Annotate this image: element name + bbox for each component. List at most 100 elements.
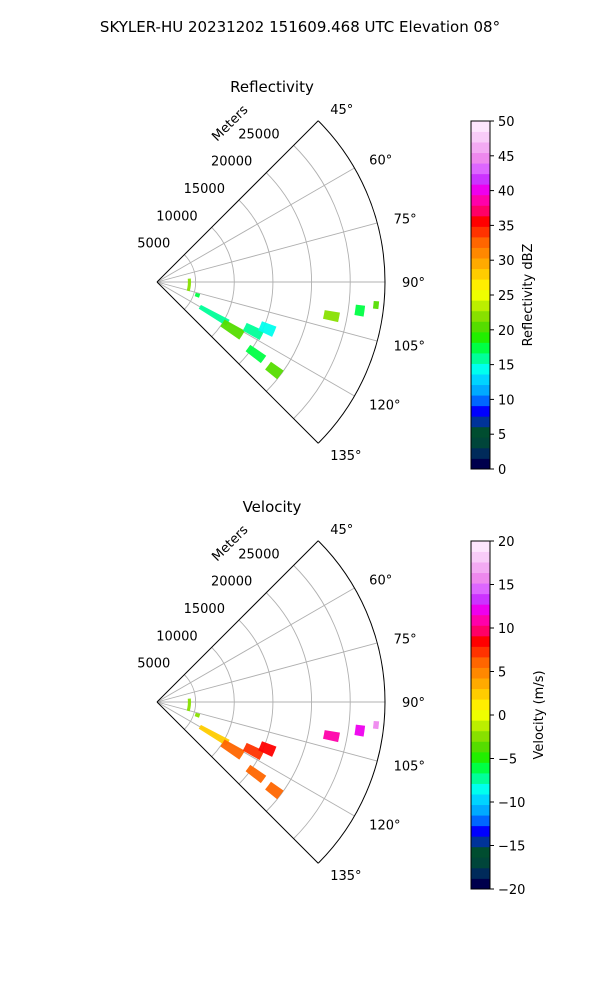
velocity-range-tick-label: 5000 — [137, 657, 170, 672]
velocity-colorbar-swatch — [471, 678, 490, 690]
reflectivity-colorbar-swatch — [471, 163, 490, 175]
velocity-colorbar-tick-label: −5 — [498, 753, 517, 768]
velocity-colorbar-swatch — [471, 825, 490, 837]
reflectivity-colorbar-swatch — [471, 437, 490, 449]
reflectivity-colorbar-swatch — [471, 384, 490, 396]
velocity-spine-end — [156, 701, 319, 864]
reflectivity-echo-cell — [323, 310, 340, 323]
reflectivity-colorbar-swatch — [471, 426, 490, 438]
reflectivity-echo-cell — [242, 322, 265, 341]
reflectivity-echo-cell — [258, 321, 277, 337]
velocity-range-tick-label: 10000 — [156, 629, 197, 644]
reflectivity-colorbar-swatch — [471, 374, 490, 386]
reflectivity-colorbar-tick-label: 20 — [498, 324, 515, 339]
velocity-range-tick-label: 25000 — [238, 547, 279, 562]
velocity-colorbar-swatch — [471, 815, 490, 827]
reflectivity-colorbar-label: Reflectivity dBZ — [521, 244, 536, 347]
velocity-colorbar-swatch — [471, 667, 490, 679]
velocity-colorbar-swatch — [471, 688, 490, 700]
reflectivity-colorbar-tick-label: 15 — [498, 359, 515, 374]
reflectivity-echo-cell — [265, 361, 284, 380]
velocity-colorbar-tick-label: 20 — [498, 535, 515, 550]
reflectivity-colorbar-swatch — [471, 142, 490, 154]
velocity-azimuth-gridline — [156, 587, 355, 703]
velocity-colorbar: −20 −15 −10 −5 0 5 10 15 20 — [470, 535, 525, 898]
velocity-panel: Velocity Velocity (m/s) 45° 60° 75° 90° 105°… — [137, 498, 547, 898]
reflectivity-colorbar-swatch — [471, 194, 490, 206]
reflectivity-colorbar-swatch — [471, 331, 490, 343]
reflectivity-colorbar-swatch — [471, 152, 490, 164]
velocity-colorbar-swatch — [471, 720, 490, 732]
velocity-colorbar-swatch — [471, 867, 490, 879]
reflectivity-echo-cell — [186, 278, 192, 292]
reflectivity-colorbar-swatch — [471, 405, 490, 417]
reflectivity-azimuth-tick-label: 60° — [369, 153, 392, 168]
reflectivity-colorbar-tick-label: 30 — [498, 254, 515, 269]
reflectivity-range-tick-label: 25000 — [238, 127, 279, 142]
velocity-colorbar-swatch — [471, 762, 490, 774]
reflectivity-colorbar-tick-label: 5 — [498, 428, 506, 443]
reflectivity-panel: Reflectivity Reflectivity dBZ 45° 60° 75° 9… — [137, 78, 536, 478]
velocity-colorbar-swatch — [471, 562, 490, 574]
velocity-spine-start — [156, 540, 319, 703]
reflectivity-echo-cell — [194, 292, 201, 298]
reflectivity-colorbar-swatch — [471, 458, 490, 470]
reflectivity-colorbar-swatch — [471, 258, 490, 270]
velocity-colorbar-swatch — [471, 583, 490, 595]
reflectivity-range-tick-label: 15000 — [184, 182, 225, 197]
velocity-echo-cell — [258, 741, 277, 757]
figure-suptitle: SKYLER-HU 20231202 151609.468 UTC Elevat… — [100, 18, 500, 36]
reflectivity-azimuth-gridline — [156, 281, 355, 397]
velocity-echo-cell — [194, 712, 201, 718]
velocity-colorbar-swatch — [471, 593, 490, 605]
velocity-echo-cell — [198, 724, 230, 747]
velocity-colorbar-tick-label: −10 — [498, 796, 525, 811]
velocity-colorbar-swatch — [471, 572, 490, 584]
reflectivity-range-tick-label: 20000 — [211, 155, 252, 170]
reflectivity-azimuth-gridline — [156, 281, 378, 342]
reflectivity-colorbar-swatch — [471, 121, 490, 132]
velocity-echo-cell — [354, 724, 366, 737]
velocity-spine-arc — [317, 540, 386, 864]
reflectivity-colorbar-swatch — [471, 184, 490, 196]
reflectivity-colorbar-swatch — [471, 310, 490, 322]
velocity-colorbar-tick-label: 10 — [498, 622, 515, 637]
reflectivity-colorbar-tick-label: 40 — [498, 185, 515, 200]
reflectivity-range-tick-label: 5000 — [137, 237, 170, 252]
reflectivity-azimuth-gridline — [156, 222, 378, 283]
reflectivity-echo-cell — [354, 304, 366, 317]
velocity-colorbar-swatch — [471, 804, 490, 816]
reflectivity-azimuth-gridline — [156, 167, 355, 283]
reflectivity-colorbar-tick-label: 35 — [498, 219, 515, 234]
velocity-azimuth-gridline — [156, 701, 378, 762]
velocity-echo-cell — [265, 781, 284, 800]
reflectivity-colorbar-swatch — [471, 342, 490, 354]
reflectivity-azimuth-tick-label: 45° — [330, 103, 353, 118]
reflectivity-azimuth-tick-label: 135° — [330, 449, 361, 464]
reflectivity-colorbar-tick-label: 50 — [498, 115, 515, 130]
reflectivity-spine-start — [156, 120, 319, 283]
velocity-colorbar-tick-label: 0 — [498, 709, 506, 724]
reflectivity-colorbar-swatch — [471, 353, 490, 364]
velocity-colorbar-swatch — [471, 730, 490, 742]
velocity-colorbar-swatch — [471, 646, 490, 658]
reflectivity-colorbar-swatch — [471, 416, 490, 428]
reflectivity-colorbar-tick-label: 45 — [498, 150, 515, 165]
velocity-title: Velocity — [243, 498, 302, 516]
velocity-echo-cell — [372, 720, 380, 730]
velocity-colorbar-swatch — [471, 773, 490, 784]
reflectivity-azimuth-tick-label: 120° — [369, 399, 400, 414]
reflectivity-colorbar-swatch — [471, 173, 490, 185]
reflectivity-azimuth-tick-label: 105° — [394, 339, 425, 354]
reflectivity-echo-cell — [220, 319, 245, 340]
reflectivity-colorbar-swatch — [471, 268, 490, 280]
velocity-azimuth-tick-label: 135° — [330, 869, 361, 884]
reflectivity-echo-cell — [372, 300, 380, 310]
reflectivity-echo-cell — [245, 344, 267, 364]
velocity-azimuth-tick-label: 90° — [402, 696, 425, 711]
velocity-colorbar-swatch — [471, 625, 490, 637]
velocity-azimuth-gridline — [156, 701, 355, 817]
velocity-colorbar-swatch — [471, 836, 490, 848]
velocity-colorbar-swatch — [471, 741, 490, 753]
reflectivity-colorbar-swatch — [471, 395, 490, 407]
